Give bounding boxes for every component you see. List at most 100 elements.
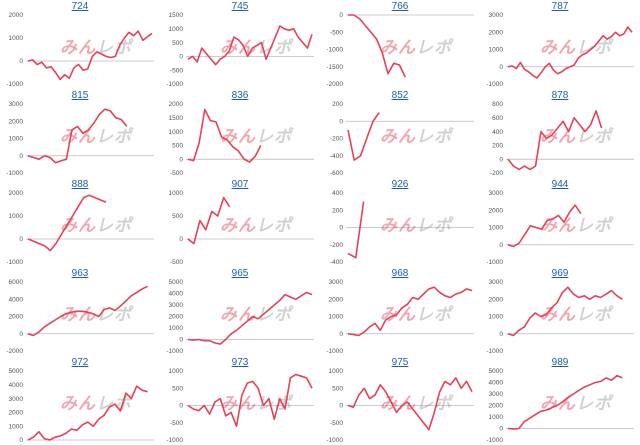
line-chart: 3000 2000 1000 0 -1000 みんレポ xyxy=(486,190,634,266)
chart-panel-724: 724 2000 1000 0 -1000 みんレポ xyxy=(0,0,160,89)
series-line xyxy=(27,108,128,164)
y-tick-label: 2000 xyxy=(489,296,504,303)
y-tick-label: 0 xyxy=(339,225,343,232)
y-tick-label: -500 xyxy=(170,420,183,427)
y-tick-label: -200 xyxy=(330,136,343,143)
series-line xyxy=(27,385,148,441)
chart-panel-745: 745 1500 1000 500 0 -500 -1000 みんレポ xyxy=(160,0,320,89)
chart-panel-907: 907 1000 500 0 -500 みんレポ xyxy=(160,178,320,267)
chart-title-link[interactable]: 975 xyxy=(391,357,409,368)
chart-panel-926: 926 400 200 0 -200 -400 みんレポ xyxy=(320,178,480,267)
y-tick-label: 3000 xyxy=(329,279,344,286)
chart-title-link[interactable]: 944 xyxy=(551,179,569,190)
y-tick-label: 1000 xyxy=(489,314,504,321)
y-tick-label: 1000 xyxy=(169,26,184,33)
y-tick-label: 3000 xyxy=(9,396,24,403)
chart-panel-975: 975 1000 500 0 -500 -1000 みんレポ xyxy=(320,356,480,445)
y-tick-label: 4000 xyxy=(9,382,24,389)
y-tick-label: 4000 xyxy=(489,380,504,387)
chart-title-link[interactable]: 968 xyxy=(391,268,409,279)
y-tick-label: -400 xyxy=(330,153,343,160)
series-line xyxy=(347,112,380,161)
y-tick-label: 500 xyxy=(332,385,343,392)
y-tick-label: -1500 xyxy=(326,64,343,71)
series-line xyxy=(348,14,406,78)
chart-title-link[interactable]: 787 xyxy=(551,1,569,12)
chart-title-link[interactable]: 969 xyxy=(551,268,569,279)
watermark: みんレポ xyxy=(220,216,294,236)
y-tick-label: 500 xyxy=(172,40,183,47)
line-chart: 200 0 -200 -400 -600 みんレポ xyxy=(330,101,474,177)
chart-title-link[interactable]: 878 xyxy=(551,90,569,101)
y-tick-label: -500 xyxy=(170,259,183,266)
chart-title-link[interactable]: 926 xyxy=(391,179,409,190)
y-tick-label: 1000 xyxy=(329,314,344,321)
y-tick-label: 1000 xyxy=(9,423,24,430)
y-tick-label: 500 xyxy=(172,143,183,150)
y-tick-label: 2000 xyxy=(489,403,504,410)
watermark: みんレポ xyxy=(380,216,454,236)
chart-title-link[interactable]: 852 xyxy=(391,90,409,101)
watermark: みんレポ xyxy=(540,394,614,414)
y-tick-label: 1000 xyxy=(169,368,184,375)
y-tick-label: 0 xyxy=(19,437,23,444)
line-chart: 400 200 0 -200 -400 みんレポ xyxy=(330,190,474,266)
chart-title-link[interactable]: 888 xyxy=(71,179,89,190)
chart-title-link[interactable]: 989 xyxy=(551,357,569,368)
watermark: みんレポ xyxy=(540,127,614,147)
series-line xyxy=(27,30,153,81)
y-tick-label: -1000 xyxy=(6,170,23,177)
y-tick-label: 0 xyxy=(19,58,23,65)
watermark: みんレポ xyxy=(220,394,294,414)
line-chart: 0 -500 -1000 -1500 -2000 みんレポ xyxy=(326,12,474,88)
line-chart: 1000 500 0 -500 -1000 みんレポ xyxy=(166,368,314,444)
chart-title-link[interactable]: 724 xyxy=(71,1,89,12)
chart-title-link[interactable]: 972 xyxy=(71,357,89,368)
watermark: みんレポ xyxy=(540,38,614,58)
chart-panel-888: 888 2000 1000 0 -1000 みんレポ xyxy=(0,178,160,267)
y-tick-label: 5000 xyxy=(169,279,184,286)
y-tick-label: 800 xyxy=(492,101,503,108)
chart-title-link[interactable]: 745 xyxy=(231,1,249,12)
y-tick-label: 1000 xyxy=(329,368,344,375)
y-tick-label: -2000 xyxy=(326,81,343,88)
y-tick-label: 0 xyxy=(339,118,343,125)
chart-title-link[interactable]: 815 xyxy=(71,90,89,101)
y-tick-label: 1500 xyxy=(169,12,184,19)
chart-title-link[interactable]: 907 xyxy=(231,179,249,190)
chart-panel-965: 965 5000 4000 3000 2000 1000 0 -1000 みんレポ xyxy=(160,267,320,356)
y-tick-label: 2000 xyxy=(9,190,24,197)
y-tick-label: -2000 xyxy=(6,348,23,355)
chart-title-link[interactable]: 965 xyxy=(231,268,249,279)
chart-panel-836: 836 2000 1500 1000 500 0 -500 みんレポ xyxy=(160,89,320,178)
y-tick-label: 5000 xyxy=(9,368,24,375)
y-tick-label: 2000 xyxy=(489,29,504,36)
line-chart: 5000 4000 3000 2000 1000 0 -1000 みんレポ xyxy=(486,368,634,444)
chart-title-link[interactable]: 963 xyxy=(71,268,89,279)
y-tick-label: -400 xyxy=(330,259,343,266)
y-tick-label: -1000 xyxy=(166,81,183,88)
chart-title-link[interactable]: 766 xyxy=(391,1,409,12)
y-tick-label: 500 xyxy=(172,213,183,220)
y-tick-label: 0 xyxy=(339,403,343,410)
y-tick-label: 0 xyxy=(339,331,343,338)
chart-panel-968: 968 3000 2000 1000 0 -1000 みんレポ xyxy=(320,267,480,356)
y-tick-label: 0 xyxy=(19,331,23,338)
chart-panel-972: 972 5000 4000 3000 2000 1000 0 みんレポ xyxy=(0,356,160,445)
y-tick-label: 2000 xyxy=(489,207,504,214)
chart-panel-989: 989 5000 4000 3000 2000 1000 0 -1000 みんレポ xyxy=(480,356,640,445)
chart-panel-973: 973 1000 500 0 -500 -1000 みんレポ xyxy=(160,356,320,445)
y-tick-label: -1000 xyxy=(6,259,23,266)
y-tick-label: 6000 xyxy=(9,279,24,286)
series-line xyxy=(187,373,313,427)
y-tick-label: 3000 xyxy=(489,279,504,286)
y-tick-label: 3000 xyxy=(9,101,24,108)
chart-title-link[interactable]: 973 xyxy=(231,357,249,368)
chart-title-link[interactable]: 836 xyxy=(231,90,249,101)
y-tick-label: 3000 xyxy=(489,190,504,197)
watermark: みんレポ xyxy=(380,394,454,414)
y-tick-label: -1000 xyxy=(326,47,343,54)
y-tick-label: 5000 xyxy=(489,368,504,375)
